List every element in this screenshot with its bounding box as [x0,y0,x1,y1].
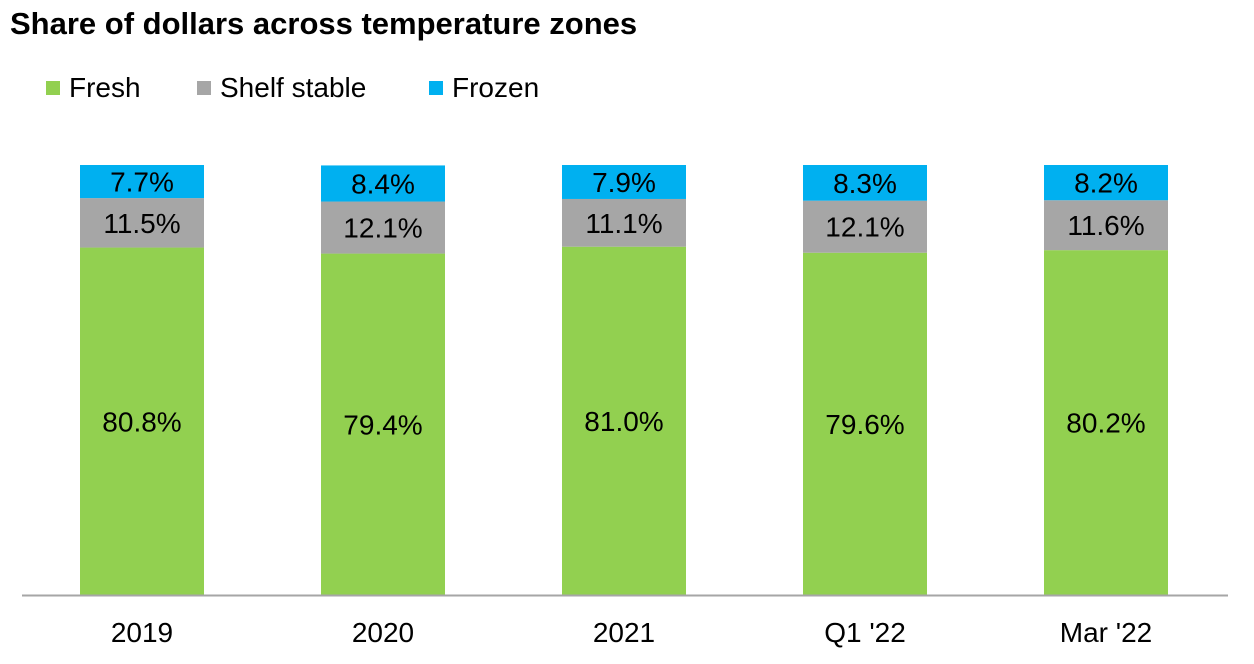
legend-swatch-shelf-stable [197,81,211,95]
data-label-frozen: 7.9% [592,167,656,198]
bar-segment-frozen [803,165,927,201]
legend-item-frozen: Frozen [429,72,539,104]
bar-segment-shelf-stable [1044,200,1168,251]
data-label-frozen: 8.4% [351,168,415,199]
bar-segment-fresh [803,252,927,595]
bar-segment-shelf-stable [321,201,445,254]
bar-segment-fresh [80,247,204,595]
legend-label-frozen: Frozen [452,72,540,103]
bars-group [80,165,1168,595]
legend-item-shelf-stable: Shelf stable [197,72,366,104]
data-label-frozen: 8.3% [833,168,897,199]
legend-swatch-fresh [46,81,60,95]
x-tick-labels-group: 2019 2020 2021 Q1 '22 Mar '22 [111,617,1152,648]
chart-title: Share of dollars across temperature zone… [10,6,638,41]
legend-label-shelf-stable: Shelf stable [220,72,367,103]
data-label-fresh: 79.6% [825,409,904,440]
bar-segment-fresh [562,246,686,595]
chart-legend: Fresh Shelf stable Frozen [46,72,746,104]
bar-segment-fresh [321,253,445,595]
x-tick-label: Q1 '22 [824,617,906,648]
x-tick-label: 2021 [593,617,655,648]
bar-segment-shelf-stable [80,198,204,248]
bar-segment-frozen [321,165,445,202]
data-label-shelf-stable: 11.1% [585,208,662,239]
bar-segment-frozen [562,165,686,199]
data-label-shelf-stable: 11.5% [103,208,180,239]
data-label-fresh: 80.2% [1066,408,1145,439]
x-tick-label: 2020 [352,617,414,648]
bar-segment-frozen [80,165,204,199]
data-label-frozen: 8.2% [1074,168,1138,199]
x-tick-label: 2019 [111,617,173,648]
legend-swatch-frozen [429,81,443,95]
bar-segment-frozen [1044,165,1168,201]
data-label-frozen: 7.7% [110,167,174,198]
legend-item-fresh: Fresh [46,72,141,104]
bar-segment-fresh [1044,250,1168,595]
x-tick-label: Mar '22 [1060,617,1153,648]
bar-segment-shelf-stable [562,198,686,247]
data-label-fresh: 80.8% [102,406,181,437]
data-labels-group: 80.8% 11.5% 7.7% 79.4% 12.1% 8.4% 81.0% 11.1% 7.… [102,167,1145,441]
data-label-shelf-stable: 12.1% [343,213,422,244]
legend-label-fresh: Fresh [69,72,141,103]
data-label-shelf-stable: 11.6% [1067,210,1144,241]
bar-segment-shelf-stable [803,200,927,253]
data-label-fresh: 81.0% [584,406,663,437]
data-label-shelf-stable: 12.1% [825,212,904,243]
data-label-fresh: 79.4% [343,409,422,440]
